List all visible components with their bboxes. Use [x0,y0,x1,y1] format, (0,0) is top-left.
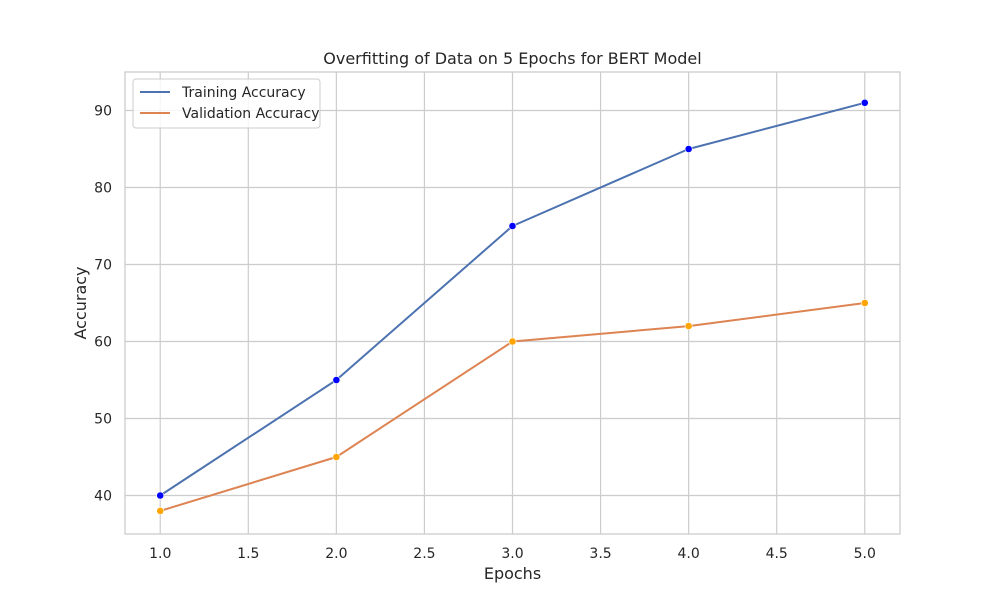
x-tick-label: 3.0 [501,546,523,562]
data-point-validation [508,337,517,346]
x-tick-label: 2.0 [325,546,347,562]
x-tick-label: 4.5 [766,546,788,562]
y-tick-label: 60 [94,335,112,351]
data-point-validation [156,506,165,515]
y-tick-label: 50 [94,412,112,428]
grid-layer [125,72,900,534]
legend-box [132,78,321,129]
data-point-validation [684,322,693,330]
series-layer [156,98,869,515]
legend-label-training: Training Accuracy [181,85,306,101]
plot-frame [124,71,901,535]
x-tick-label: 3.5 [589,546,611,562]
x-axis-label: Epochs [484,564,541,583]
y-axis-label: Accuracy [71,266,90,339]
data-point-training [508,222,517,230]
legend-label-validation: Validation Accuracy [182,106,320,122]
x-tick-label: 4.0 [678,546,700,562]
y-tick-label: 90 [94,104,112,120]
data-point-training [332,376,341,384]
data-point-training [684,145,693,153]
y-tick-labels: 40 50 60 70 80 90 [94,104,112,505]
chart-title: Overfitting of Data on 5 Epochs for BERT… [323,49,701,68]
x-tick-labels: 1.0 1.5 2.0 2.5 3.0 3.5 4.0 4.5 5.0 [149,546,876,562]
data-point-validation [860,299,869,307]
legend: Training Accuracy Validation Accuracy [132,78,321,129]
x-tick-label: 5.0 [854,546,876,562]
x-tick-label: 2.5 [413,546,435,562]
data-point-training [860,98,869,107]
y-tick-label: 80 [94,181,112,197]
data-point-validation [332,453,341,461]
y-tick-label: 70 [94,258,112,274]
data-point-training [156,491,165,500]
x-tick-label: 1.5 [237,546,259,562]
y-tick-label: 40 [94,489,112,505]
x-tick-label: 1.0 [149,546,171,562]
